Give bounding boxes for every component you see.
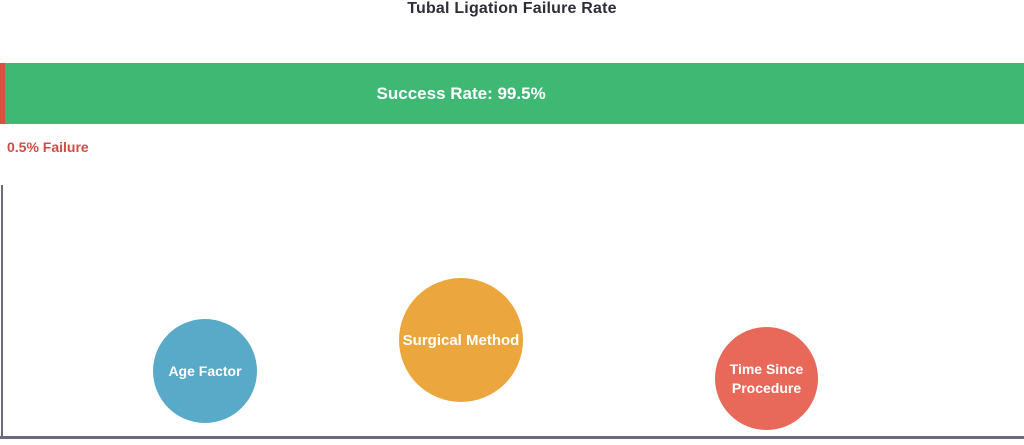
success-rate-bar: Success Rate: 99.5% [0,63,1024,124]
bubble-age-factor-label: Age Factor [168,363,242,379]
bubble-time-since-procedure: Time Since Procedure [715,327,818,430]
bubble-surgical-method: Surgical Method [399,278,523,402]
bubble-age-factor: Age Factor [153,319,257,423]
bubble-time-since-procedure-label: Time Since Procedure [729,361,804,396]
x-axis-line [0,436,1024,439]
chart-title: Tubal Ligation Failure Rate [407,0,617,17]
failure-rate-segment [0,63,6,124]
bubble-plot-area: Age Factor Surgical Method Time Since Pr… [0,185,1024,439]
failure-annotation: 0.5% Failure [7,139,89,155]
y-axis-line [1,185,3,437]
success-rate-label: Success Rate: 99.5% [376,83,546,103]
bubble-surgical-method-label: Surgical Method [402,331,520,349]
success-rate-segment: Success Rate: 99.5% [5,63,1024,124]
